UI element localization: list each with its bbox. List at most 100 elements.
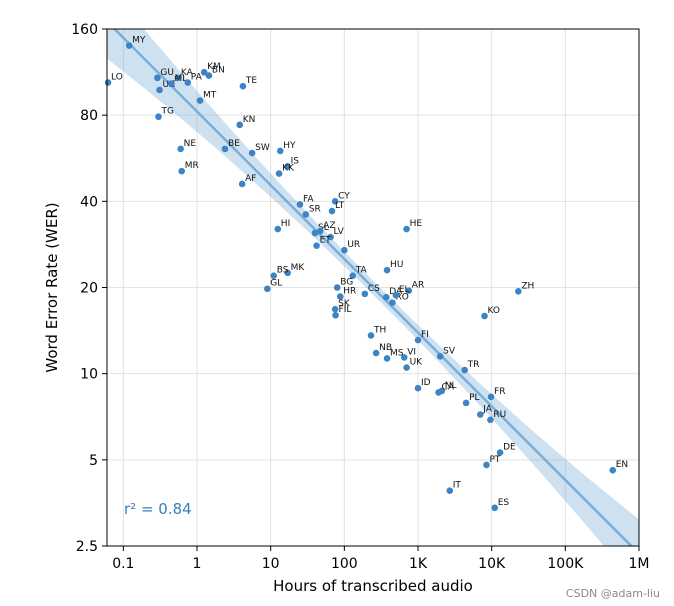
point-cy [331, 198, 339, 205]
x-tick-label: 10 [262, 556, 280, 572]
point-kn [236, 121, 244, 129]
point-fr [487, 393, 495, 401]
point-hr [336, 293, 344, 300]
point-label-sw: SW [255, 143, 270, 153]
point-label-en: EN [616, 460, 628, 470]
point-label-tg: TG [160, 107, 173, 117]
point-label-fa: FA [303, 194, 314, 204]
point-ms [383, 355, 391, 362]
point-label-uk: UK [410, 358, 424, 368]
point-mk [284, 269, 291, 277]
regression-line [112, 29, 634, 546]
point-label-mt: MT [203, 91, 217, 101]
point-sr [302, 211, 310, 218]
x-tick-label: 0.1 [112, 556, 134, 572]
point-label-el: EL [399, 285, 410, 295]
point-sl [311, 229, 319, 237]
y-tick-label: 80 [80, 108, 98, 124]
point-km [200, 68, 208, 76]
point-label-be: BE [228, 139, 240, 149]
point-label-ar: AR [412, 281, 424, 291]
point-label-ne: NE [184, 139, 197, 149]
point-label-hi: HI [281, 219, 290, 229]
point-label-sr: SR [309, 204, 321, 214]
point-label-bs: BS [277, 266, 289, 276]
point-fi [414, 336, 422, 344]
point-en [609, 466, 617, 474]
point-he [403, 225, 410, 233]
point-label-lv: LV [334, 227, 345, 237]
point-label-my: MY [132, 36, 146, 46]
point-label-hr: HR [343, 287, 356, 297]
r-squared-annotation: r² = 0.84 [124, 500, 192, 518]
y-tick-label: 10 [80, 367, 98, 383]
point-label-lt: LT [335, 201, 345, 211]
point-bg [333, 284, 341, 291]
point-vi [400, 354, 408, 361]
point-label-nb: NB [379, 343, 392, 353]
point-label-bn: BN [212, 66, 225, 76]
point-label-ru: RU [493, 410, 506, 420]
point-label-et: ET [320, 236, 332, 246]
point-hu [383, 266, 391, 274]
point-label-km: KM [207, 62, 221, 72]
point-zh [515, 287, 522, 295]
point-label-ko: KO [488, 306, 501, 316]
x-tick-label: 100 [331, 556, 358, 572]
watermark: CSDN @adam-liu [565, 587, 660, 600]
point-sw [248, 149, 256, 157]
point-ja [476, 411, 484, 418]
point-bs [270, 272, 278, 279]
point-label-it: IT [453, 481, 462, 491]
point-it [446, 487, 454, 495]
point-mr [178, 167, 186, 175]
point-is [284, 163, 291, 170]
point-el [392, 291, 400, 299]
point-label-fil: FIL [339, 305, 352, 315]
point-label-ro: RO [395, 293, 408, 303]
point-label-te: TE [245, 76, 257, 86]
point-label-lo: LO [111, 73, 123, 83]
y-axis-label: Word Error Rate (WER) [43, 202, 61, 372]
point-lo [104, 79, 112, 86]
point-gl [264, 285, 271, 293]
point-label-pl: PL [469, 393, 479, 403]
point-cs [361, 290, 369, 298]
point-hi [274, 225, 282, 233]
point-label-hu: HU [390, 260, 403, 270]
x-tick-label: 100K [547, 556, 584, 572]
y-tick-label: 2.5 [76, 539, 98, 555]
y-tick-label: 20 [80, 281, 98, 297]
point-et [313, 242, 320, 249]
point-da [382, 293, 390, 301]
point-label-cy: CY [338, 191, 350, 201]
point-label-kn: KN [243, 115, 256, 125]
point-label-es: ES [498, 498, 510, 508]
y-tick-label: 160 [71, 22, 98, 38]
point-ta [349, 272, 357, 279]
point-label-nl: NL [445, 381, 457, 391]
point-label-cs: CS [368, 284, 380, 294]
x-tick-label: 1K [409, 556, 428, 572]
point-th [367, 332, 375, 339]
point-pa [184, 79, 192, 86]
point-label-zh: ZH [521, 281, 534, 291]
point-pt [483, 461, 490, 469]
point-lt [328, 207, 336, 215]
point-label-ur: UR [347, 240, 360, 250]
point-label-is: IS [291, 156, 300, 166]
point-az [316, 227, 324, 235]
point-uk [403, 364, 410, 371]
point-id [414, 384, 422, 392]
point-be [221, 145, 229, 153]
point-label-pa: PA [191, 73, 203, 83]
point-sv [436, 352, 444, 360]
y-tick-label: 5 [89, 453, 98, 469]
point-ml [168, 80, 175, 88]
point-label-mr: MR [185, 161, 199, 171]
point-kk [275, 170, 283, 177]
point-label-bg: BG [340, 278, 353, 288]
point-label-ka: KA [181, 68, 194, 78]
point-af [238, 180, 246, 188]
